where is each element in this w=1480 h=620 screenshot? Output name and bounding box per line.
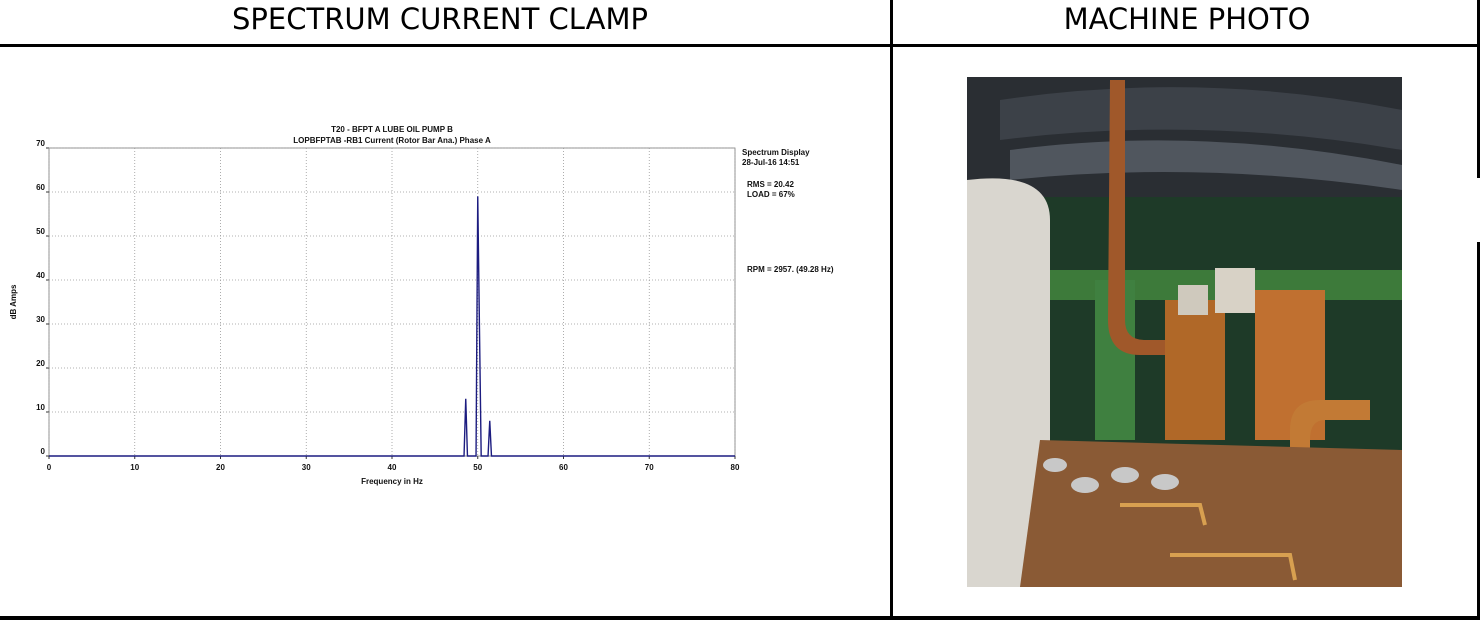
y-tick-label: 40 bbox=[36, 271, 45, 280]
report-page: SPECTRUM CURRENT CLAMP MACHINE PHOTO T20… bbox=[0, 0, 1480, 620]
y-tick-label: 30 bbox=[36, 315, 45, 324]
x-tick-label: 50 bbox=[473, 463, 482, 472]
y-tick-label: 60 bbox=[36, 183, 45, 192]
y-axis-label: dB Amps bbox=[9, 284, 18, 319]
bottom-border bbox=[0, 616, 1480, 620]
y-tick-label: 70 bbox=[36, 139, 45, 148]
x-tick-label: 80 bbox=[731, 463, 740, 472]
annotation: RPM = 2957. (49.28 Hz) bbox=[747, 265, 834, 274]
y-tick-label: 20 bbox=[36, 359, 45, 368]
header-cell: MACHINE PHOTO bbox=[1064, 2, 1311, 36]
x-tick-label: 40 bbox=[388, 463, 397, 472]
x-tick-label: 20 bbox=[216, 463, 225, 472]
x-tick-label: 30 bbox=[302, 463, 311, 472]
annotation: RMS = 20.42 bbox=[747, 180, 794, 189]
column-divider bbox=[890, 0, 893, 620]
chart-subtitle: LOPBFPTAB -RB1 Current (Rotor Bar Ana.) … bbox=[293, 136, 491, 145]
machine-photo bbox=[967, 77, 1402, 587]
x-tick-label: 10 bbox=[130, 463, 139, 472]
annotation: 28-Jul-16 14:51 bbox=[742, 158, 800, 167]
x-tick-label: 60 bbox=[559, 463, 568, 472]
annotation: LOAD = 67% bbox=[747, 190, 795, 199]
header-cell: SPECTRUM CURRENT CLAMP bbox=[232, 2, 648, 36]
y-tick-label: 10 bbox=[36, 403, 45, 412]
x-tick-label: 70 bbox=[645, 463, 654, 472]
annotation: Spectrum Display bbox=[742, 148, 810, 157]
y-tick-label: 50 bbox=[36, 227, 45, 236]
x-axis-label: Frequency in Hz bbox=[361, 477, 423, 486]
x-tick-label: 0 bbox=[47, 463, 52, 472]
y-tick-label: 0 bbox=[41, 447, 46, 456]
chart-title: T20 - BFPT A LUBE OIL PUMP B bbox=[331, 125, 453, 134]
header-border bbox=[0, 44, 1480, 47]
